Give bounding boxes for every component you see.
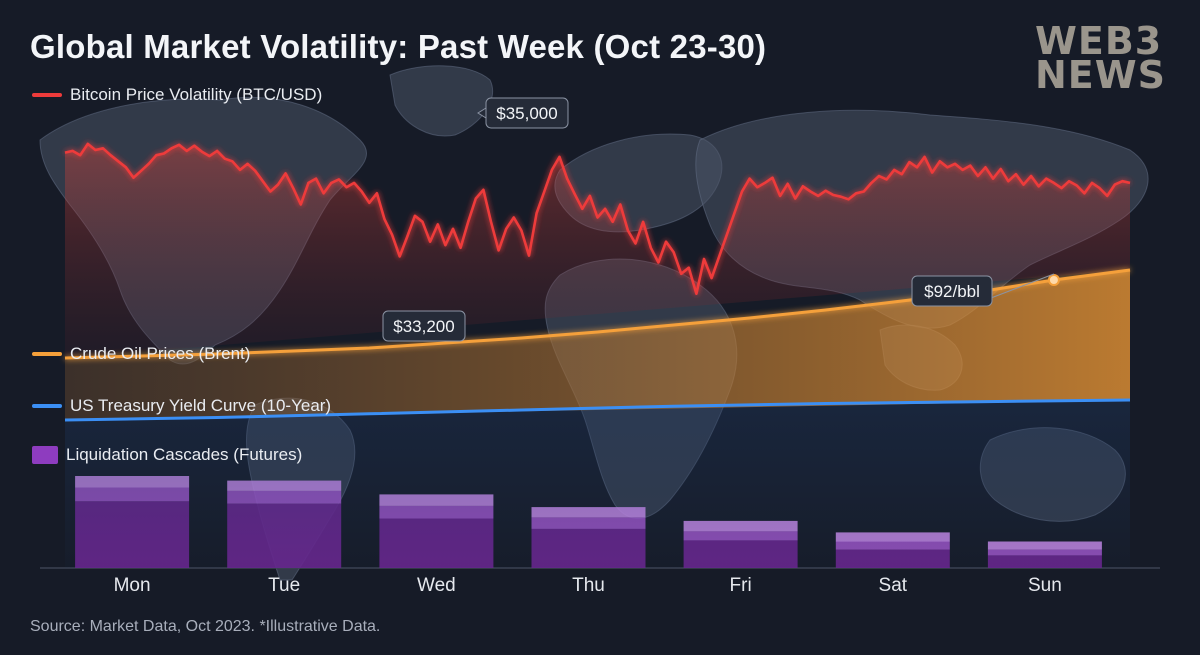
treasury-area: [65, 400, 1130, 568]
source-note: Source: Market Data, Oct 2023. *Illustra…: [30, 618, 381, 635]
legend-item-liquidation: Liquidation Cascades (Futures): [32, 445, 302, 465]
legend-item-oil: Crude Oil Prices (Brent): [32, 344, 250, 364]
oil-area: [65, 270, 1130, 420]
legend-swatch-btc: [32, 93, 62, 97]
x-tick-tue: Tue: [268, 575, 301, 596]
brand-line-2: NEWS: [1034, 53, 1166, 97]
oil-last-box: [911, 275, 993, 307]
x-tick-fri: Fri: [729, 575, 752, 596]
legend-swatch-oil: [32, 352, 62, 356]
legend-item-btc: Bitcoin Price Volatility (BTC/USD): [32, 85, 322, 105]
oil-last-label: $92/bbl: [924, 282, 980, 301]
greenland-shape: [389, 65, 494, 137]
chart-title: Global Market Volatility: Past Week (Oct…: [30, 28, 767, 65]
legend-label-treasury: US Treasury Yield Curve (10-Year): [70, 396, 332, 415]
btc-low-callout: $33,200: [382, 310, 466, 342]
legend-item-treasury: US Treasury Yield Curve (10-Year): [32, 396, 331, 416]
legend-swatch-treasury: [32, 404, 62, 408]
btc-low-label: $33,200: [393, 317, 454, 336]
legend-label-btc: Bitcoin Price Volatility (BTC/USD): [70, 85, 323, 104]
x-tick-sun: Sun: [1027, 575, 1062, 596]
legend-swatch-liquidation: [32, 446, 58, 464]
treasury-line: [64, 398, 1131, 422]
brand-logo: WEB3 NEWS: [1034, 19, 1166, 97]
x-tick-sat: Sat: [878, 575, 908, 596]
oil-last-callout: $92/bbl: [911, 275, 993, 307]
btc-high-callout: $35,000: [477, 97, 569, 129]
btc-area: [65, 143, 1130, 358]
btc-low-box: [382, 310, 466, 342]
x-tick-wed: Wed: [417, 575, 456, 596]
legend-label-oil: Crude Oil Prices (Brent): [70, 344, 251, 363]
btc-high-pointer: [477, 107, 487, 119]
btc-line: [64, 142, 1131, 295]
brand-line-1: WEB3: [1034, 19, 1163, 63]
legend-label-liquidation: Liquidation Cascades (Futures): [66, 445, 303, 464]
btc-high-label: $35,000: [496, 104, 557, 123]
x-tick-mon: Mon: [113, 575, 151, 596]
series-areas: [65, 143, 1130, 568]
x-tick-thu: Thu: [572, 575, 605, 596]
oil-marker: [1047, 274, 1060, 286]
